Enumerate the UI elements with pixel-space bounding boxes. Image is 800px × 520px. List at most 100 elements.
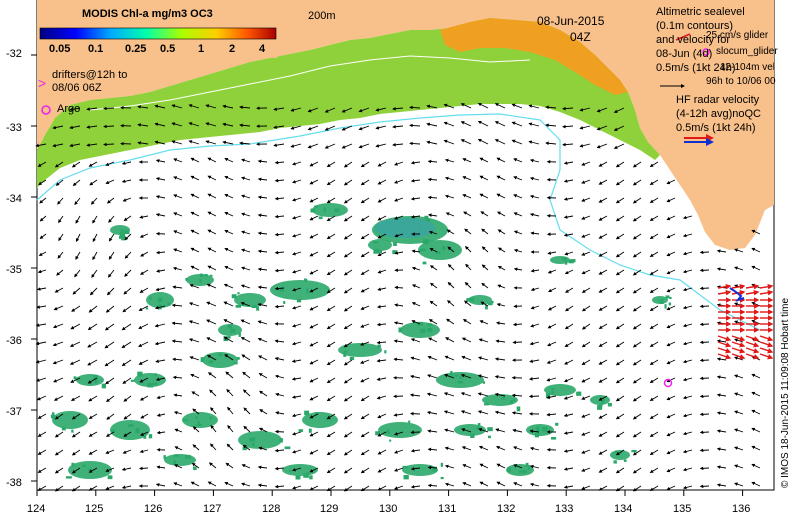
velocity-arrow: [309, 485, 319, 491]
velocity-arrow: [393, 413, 404, 417]
chl-speck: [123, 229, 130, 235]
velocity-arrow: [192, 408, 200, 415]
velocity-arrow: [222, 104, 234, 109]
colorbar-tick-0: 0.05: [49, 43, 71, 55]
chl-speck: [119, 232, 126, 238]
chl-speck: [377, 344, 381, 348]
chl-speck: [157, 297, 163, 303]
velocity-arrow: [632, 449, 642, 456]
velocity-arrow: [461, 337, 472, 343]
velocity-arrow: [274, 484, 285, 489]
chl-speck: [154, 373, 157, 377]
velocity-arrow: [71, 449, 81, 456]
velocity-arrow: [699, 466, 710, 471]
x-tick-label-9: 133: [555, 503, 574, 515]
velocity-arrow: [427, 447, 438, 452]
chl-speck: [665, 295, 670, 299]
velocity-arrow: [427, 374, 438, 379]
velocity-arrow: [292, 179, 302, 184]
velocity-arrow: [649, 467, 659, 473]
chl-speck: [279, 287, 285, 292]
velocity-arrow: [409, 393, 421, 397]
velocity-arrow: [615, 485, 625, 492]
velocity-arrow: [716, 339, 727, 343]
velocity-arrow: [598, 269, 608, 275]
velocity-arrow: [291, 413, 302, 418]
chl-speck: [148, 434, 153, 439]
velocity-arrow: [581, 179, 591, 184]
velocity-arrow: [106, 287, 115, 296]
velocity-arrow: [257, 195, 268, 200]
velocity-arrow: [360, 323, 370, 328]
velocity-arrow: [581, 251, 591, 256]
velocity-arrow: [649, 341, 659, 347]
velocity-arrow: [444, 176, 455, 181]
velocity-arrow: [513, 212, 523, 217]
velocity-arrow: [154, 122, 166, 127]
chl-speck: [521, 470, 527, 474]
velocity-arrow: [477, 138, 489, 145]
hf-radar-arrow: [759, 347, 774, 354]
velocity-arrow: [192, 444, 200, 451]
velocity-arrow: [427, 465, 438, 470]
velocity-arrow: [699, 484, 710, 489]
velocity-arrow: [547, 287, 557, 293]
velocity-arrow: [226, 443, 234, 451]
velocity-arrow: [241, 158, 251, 163]
chl-speck: [128, 424, 134, 427]
velocity-arrow: [104, 359, 115, 367]
velocity-arrow: [479, 463, 489, 469]
velocity-arrow: [615, 197, 625, 204]
chl-speck: [163, 455, 166, 459]
velocity-arrow: [529, 446, 540, 451]
velocity-arrow: [375, 107, 387, 112]
velocity-arrow: [428, 230, 438, 235]
velocity-arrow: [174, 428, 183, 433]
chl-patch: [436, 372, 484, 388]
velocity-arrow: [87, 359, 98, 366]
velocity-arrow: [751, 391, 761, 397]
velocity-arrow: [716, 483, 727, 487]
colorbar-tick-4: 1: [198, 43, 205, 55]
velocity-arrow: [92, 233, 98, 243]
chl-patch: [378, 422, 422, 438]
drifter-legend-line1: drifters@12h to: [52, 69, 128, 81]
velocity-arrow: [427, 177, 438, 182]
chl-speck: [279, 438, 283, 443]
velocity-arrow: [69, 107, 81, 112]
chl-speck: [427, 327, 433, 333]
velocity-arrow: [394, 449, 404, 454]
velocity-arrow: [172, 375, 183, 380]
velocity-arrow: [257, 302, 268, 307]
chl-speck: [534, 432, 540, 438]
velocity-arrow: [75, 215, 81, 224]
velocity-arrow: [393, 394, 404, 399]
velocity-arrow: [377, 431, 387, 437]
velocity-arrow: [497, 247, 506, 253]
velocity-arrow: [55, 179, 64, 186]
sealevel-contour: [89, 55, 531, 111]
chl-speck: [403, 474, 409, 480]
hf-radar-arrow: [731, 347, 746, 354]
glider-legend-line2: slocum_glider: [716, 46, 778, 57]
velocity-arrow: [105, 467, 115, 472]
velocity-arrow: [360, 341, 370, 346]
chl-patch: [454, 424, 486, 436]
chl-speck: [551, 391, 554, 396]
velocity-arrow: [443, 373, 455, 379]
velocity-arrow: [447, 300, 455, 307]
velocity-arrow: [224, 265, 234, 271]
velocity-arrow: [615, 161, 625, 168]
velocity-arrow: [156, 465, 166, 469]
velocity-arrow: [410, 196, 421, 201]
velocity-arrow: [598, 431, 608, 437]
chl-speck: [251, 305, 257, 308]
velocity-arrow: [411, 302, 421, 307]
velocity-arrow: [481, 282, 489, 289]
velocity-arrow: [495, 339, 506, 343]
chl-speck: [425, 218, 430, 222]
velocity-arrow: [241, 176, 251, 181]
velocity-arrow: [226, 388, 234, 397]
hf-radar-arrow: [759, 289, 774, 296]
velocity-arrow: [497, 229, 506, 235]
